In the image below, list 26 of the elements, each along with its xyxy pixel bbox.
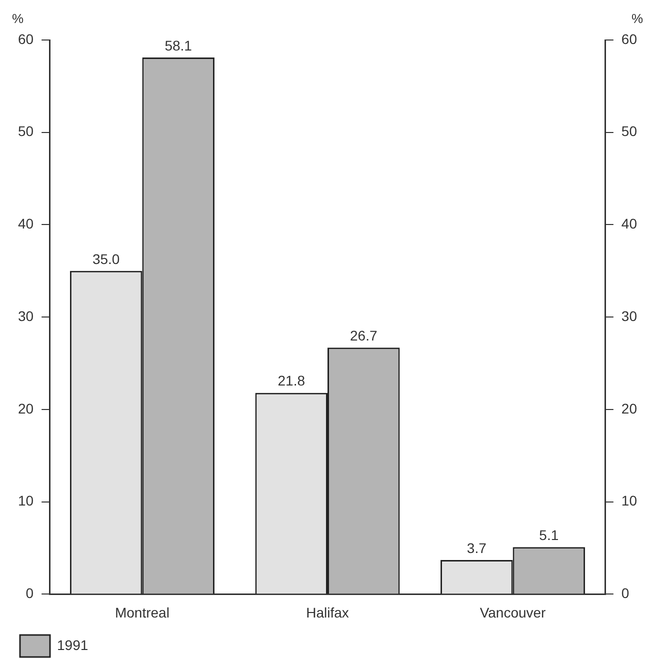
data-label: 3.7 (466, 540, 487, 556)
y-tick-label: 30 (18, 308, 34, 324)
x-tick-label: Montreal (114, 604, 170, 620)
data-label: 5.1 (539, 526, 559, 543)
y-tick-label: 20 (18, 400, 34, 416)
data-label: 58.1 (164, 37, 192, 54)
y-tick-label: 60 (18, 30, 34, 47)
y-tick-label: 40 (18, 216, 34, 232)
y2-axis-title: % (631, 11, 644, 26)
y2-tick-label: 30 (621, 308, 638, 324)
y2-tick-label: 0 (621, 585, 630, 602)
y2-tick-label: 20 (621, 400, 638, 416)
y-tick-label: 10 (18, 492, 34, 509)
x-tick-label: Vancouver (480, 604, 546, 620)
x-tick-label: Halifax (306, 604, 349, 620)
y2-tick-label: 40 (621, 216, 638, 232)
y2-tick-label: 50 (621, 123, 638, 140)
y-tick-label: 0 (26, 585, 34, 602)
data-label: 26.7 (350, 327, 378, 344)
data-label: 21.8 (278, 372, 306, 389)
y2-tick-label: 10 (621, 492, 638, 509)
y-axis-title: % (12, 11, 24, 26)
y2-tick-label: 60 (621, 30, 638, 47)
data-label: 35.0 (92, 250, 120, 267)
y-tick-label: 50 (18, 123, 34, 140)
legend-label: 1991 (57, 636, 88, 653)
